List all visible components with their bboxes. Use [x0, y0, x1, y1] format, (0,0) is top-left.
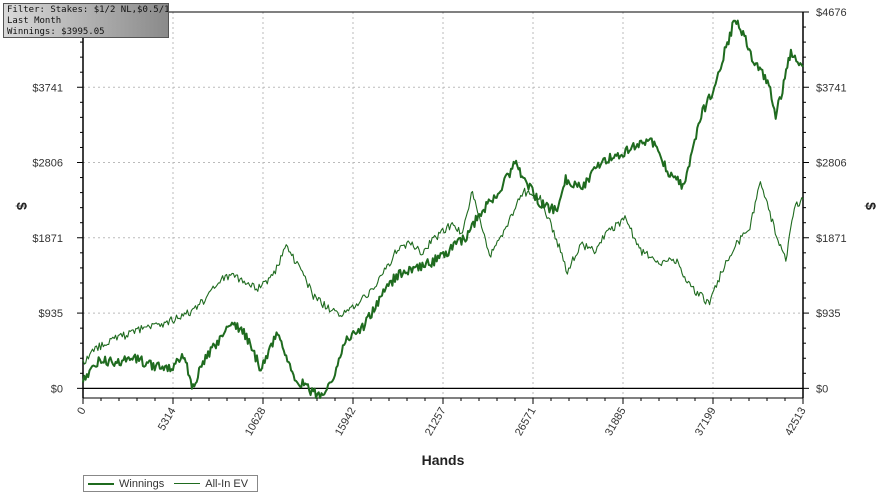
x-tick-label: 37199: [693, 406, 719, 438]
legend-item-all-in-ev[interactable]: All-In EV: [174, 478, 248, 490]
x-tick-label: 0: [75, 406, 88, 417]
x-tick-label: 15942: [333, 406, 359, 438]
x-tick-label: 10628: [243, 406, 269, 438]
filter-info-box: Filter: Stakes: $1/2 NL,$0.5/1 NL Last M…: [3, 3, 169, 38]
y-tick-label-right: $0: [816, 383, 828, 395]
y-axis-title-left: $: [14, 202, 30, 210]
legend-label-winnings: Winnings: [119, 477, 165, 490]
chart-axes: [82, 11, 804, 399]
y-tick-label-right: $3741: [816, 82, 847, 94]
tick-labels: 0 5314 10628 15942 21257 26571 31885 37199 42513…: [32, 7, 846, 438]
legend-swatch-all-in-ev: [174, 483, 201, 484]
filter-period-text: Last Month: [7, 16, 62, 26]
series-lines: [82, 19, 804, 399]
x-tick-label: 26571: [513, 406, 539, 438]
chart-legend: Winnings All-In EV: [83, 475, 258, 492]
x-tick-label: 21257: [423, 406, 449, 438]
y-axis-title-right: $: [863, 202, 877, 210]
y-tick-label-left: $3741: [32, 82, 63, 94]
legend-item-winnings[interactable]: Winnings: [88, 478, 164, 490]
x-tick-label: 5314: [156, 406, 179, 433]
y-tick-label-right: $4676: [816, 7, 847, 19]
tick-marks: [77, 11, 809, 404]
y-tick-label-right: $935: [816, 308, 840, 320]
y-tick-label-left: $935: [39, 308, 63, 320]
series-line-all-in-ev: [82, 181, 804, 365]
x-tick-label: 42513: [783, 406, 809, 438]
x-tick-label: 31885: [603, 406, 629, 438]
y-tick-label-left: $1871: [32, 233, 63, 245]
y-tick-label-right: $1871: [816, 233, 847, 245]
y-tick-label-left: $2806: [32, 158, 63, 170]
plot-frame: [82, 11, 804, 399]
legend-swatch-winnings: [88, 482, 114, 485]
filter-stakes-text: Filter: Stakes: $1/2 NL,$0.5/1 NL: [7, 5, 169, 15]
y-tick-label-right: $2806: [816, 158, 847, 170]
y-tick-label-left: $0: [51, 383, 63, 395]
grid-lines: [83, 12, 803, 398]
x-axis-title: Hands: [422, 452, 465, 468]
filter-winnings-text: Winnings: $3995.05: [7, 27, 105, 37]
legend-label-all-in-ev: All-In EV: [205, 477, 249, 490]
series-line-winnings: [82, 19, 804, 399]
